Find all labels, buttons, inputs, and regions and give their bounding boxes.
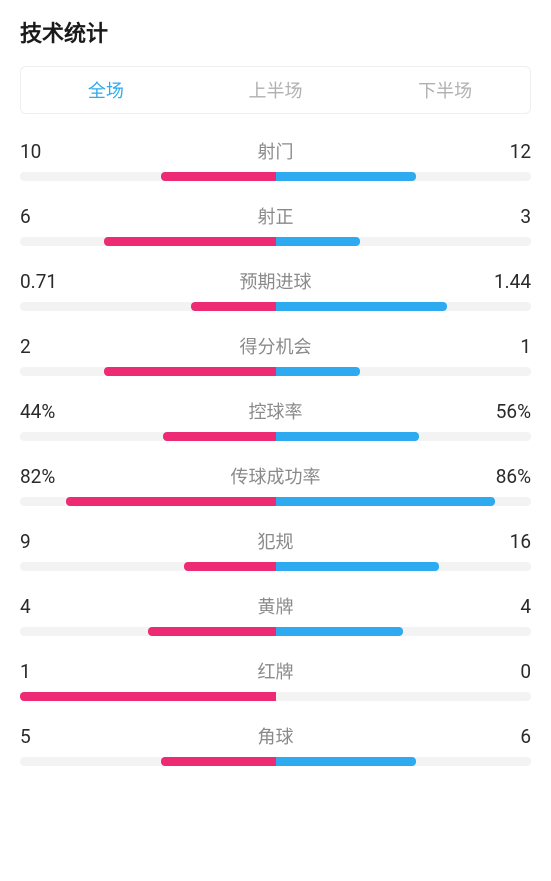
tab-2[interactable]: 下半场 xyxy=(360,67,530,113)
stat-bar-left xyxy=(104,237,275,246)
stats-list: 10射门126射正30.71预期进球1.442得分机会144%控球率56%82%… xyxy=(20,138,531,766)
stat-name: 射正 xyxy=(80,203,471,229)
stat-bar-left xyxy=(20,692,276,701)
stat-labels: 10射门12 xyxy=(20,138,531,164)
stat-bar-left xyxy=(104,367,275,376)
stat-row: 2得分机会1 xyxy=(20,333,531,376)
stat-left-value: 44% xyxy=(20,400,80,423)
stat-bar-left xyxy=(191,302,275,311)
stat-labels: 44%控球率56% xyxy=(20,398,531,424)
stat-left-value: 5 xyxy=(20,725,80,748)
stat-row: 1红牌0 xyxy=(20,658,531,701)
stat-right-value: 56% xyxy=(471,400,531,423)
stat-name: 犯规 xyxy=(80,528,471,554)
stat-name: 射门 xyxy=(80,138,471,164)
stat-left-value: 1 xyxy=(20,660,80,683)
stat-left-value: 2 xyxy=(20,335,80,358)
stat-name: 红牌 xyxy=(80,658,471,684)
stat-row: 44%控球率56% xyxy=(20,398,531,441)
stat-right-value: 16 xyxy=(471,530,531,553)
stat-name: 传球成功率 xyxy=(80,463,471,489)
stat-right-value: 0 xyxy=(471,660,531,683)
stat-labels: 9犯规16 xyxy=(20,528,531,554)
stat-labels: 2得分机会1 xyxy=(20,333,531,359)
stat-name: 预期进球 xyxy=(80,268,471,294)
stat-name: 黄牌 xyxy=(80,593,471,619)
stat-right-value: 3 xyxy=(471,205,531,228)
stat-right-value: 12 xyxy=(471,140,531,163)
stat-bar-right xyxy=(276,172,417,181)
stat-row: 9犯规16 xyxy=(20,528,531,571)
stat-bar xyxy=(20,367,531,376)
stat-row: 6射正3 xyxy=(20,203,531,246)
stat-bar-right xyxy=(276,432,419,441)
page-title: 技术统计 xyxy=(20,16,531,48)
stat-right-value: 86% xyxy=(471,465,531,488)
stat-bar-left xyxy=(163,432,275,441)
stat-right-value: 1 xyxy=(471,335,531,358)
tab-1[interactable]: 上半场 xyxy=(191,67,361,113)
stat-bar-right xyxy=(276,302,447,311)
stat-left-value: 4 xyxy=(20,595,80,618)
stat-labels: 0.71预期进球1.44 xyxy=(20,268,531,294)
stat-bar xyxy=(20,757,531,766)
stat-bar-left xyxy=(66,497,276,506)
stat-left-value: 0.71 xyxy=(20,270,80,293)
stat-right-value: 6 xyxy=(471,725,531,748)
stat-bar-left xyxy=(161,172,276,181)
stat-bar xyxy=(20,692,531,701)
stat-bar xyxy=(20,627,531,636)
stat-left-value: 10 xyxy=(20,140,80,163)
stat-bar xyxy=(20,497,531,506)
stat-row: 10射门12 xyxy=(20,138,531,181)
stat-row: 82%传球成功率86% xyxy=(20,463,531,506)
stat-name: 得分机会 xyxy=(80,333,471,359)
stat-name: 控球率 xyxy=(80,398,471,424)
stat-bar-left xyxy=(161,757,276,766)
stat-bar-right xyxy=(276,562,440,571)
period-tabs: 全场上半场下半场 xyxy=(20,66,531,114)
stat-row: 4黄牌4 xyxy=(20,593,531,636)
stats-panel: 技术统计 全场上半场下半场 10射门126射正30.71预期进球1.442得分机… xyxy=(0,0,551,766)
stat-labels: 1红牌0 xyxy=(20,658,531,684)
tab-0[interactable]: 全场 xyxy=(21,67,191,113)
stat-bar xyxy=(20,302,531,311)
stat-bar-right xyxy=(276,367,360,376)
stat-right-value: 1.44 xyxy=(471,270,531,293)
stat-bar xyxy=(20,562,531,571)
stat-row: 0.71预期进球1.44 xyxy=(20,268,531,311)
stat-bar-right xyxy=(276,497,496,506)
stat-left-value: 82% xyxy=(20,465,80,488)
stat-left-value: 6 xyxy=(20,205,80,228)
stat-bar-right xyxy=(276,757,417,766)
stat-labels: 4黄牌4 xyxy=(20,593,531,619)
stat-bar xyxy=(20,432,531,441)
stat-left-value: 9 xyxy=(20,530,80,553)
stat-labels: 82%传球成功率86% xyxy=(20,463,531,489)
stat-bar xyxy=(20,172,531,181)
stat-name: 角球 xyxy=(80,723,471,749)
stat-labels: 6射正3 xyxy=(20,203,531,229)
stat-labels: 5角球6 xyxy=(20,723,531,749)
stat-right-value: 4 xyxy=(471,595,531,618)
stat-bar-right xyxy=(276,237,360,246)
stat-bar-left xyxy=(148,627,276,636)
stat-bar xyxy=(20,237,531,246)
stat-bar-left xyxy=(184,562,276,571)
stat-row: 5角球6 xyxy=(20,723,531,766)
stat-bar-right xyxy=(276,627,404,636)
